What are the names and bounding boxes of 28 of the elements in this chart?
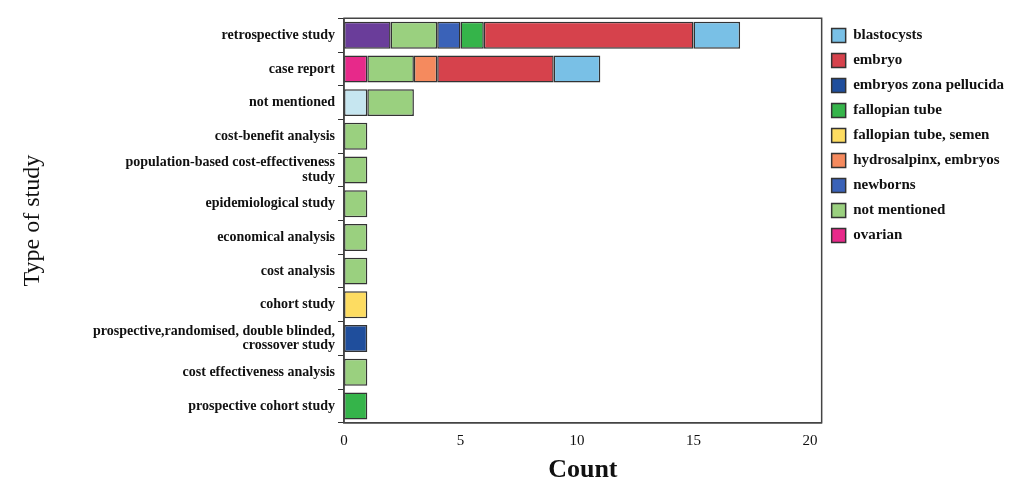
y-tick-label: prospective,randomised, double blinded, crossover study bbox=[92, 322, 335, 353]
y-tick-label: cost effectiveness analysis bbox=[182, 363, 336, 379]
y-tick-label: population-based cost-effectiveness study bbox=[125, 154, 336, 184]
legend-label: embryos zona pellucida bbox=[853, 76, 1005, 93]
y-tick-label: retrospective study bbox=[221, 26, 335, 42]
x-tick-label: 10 bbox=[569, 431, 585, 448]
y-tick-label: cost analysis bbox=[260, 262, 336, 278]
legend-label: ovarian bbox=[853, 226, 903, 243]
legend-label: newborns bbox=[853, 176, 916, 193]
y-tick-label: epidemiological study bbox=[205, 195, 335, 211]
legend-label: blastocysts bbox=[853, 26, 923, 43]
legend-label: fallopian tube, semen bbox=[853, 126, 991, 143]
y-tick-label: case report bbox=[268, 60, 336, 76]
legend-label: hydrosalpinx, embryos bbox=[853, 151, 1000, 168]
y-tick-label: cohort study bbox=[259, 296, 335, 312]
y-tick-label: cost-benefit analysis bbox=[214, 127, 336, 143]
y-tick-label: not mentioned bbox=[249, 94, 336, 110]
y-tick-label: economical analysis bbox=[217, 229, 336, 245]
legend-label: fallopian tube bbox=[853, 101, 943, 118]
y-tick-label: prospective cohort study bbox=[188, 397, 335, 413]
x-tick-label: 15 bbox=[686, 431, 702, 448]
x-tick-label: 20 bbox=[802, 431, 818, 448]
x-tick-label: 5 bbox=[456, 431, 465, 448]
x-tick-label: 0 bbox=[340, 431, 348, 448]
legend-label: not mentioned bbox=[853, 201, 946, 218]
legend-label: embryo bbox=[853, 51, 903, 68]
x-axis-title: Count bbox=[548, 454, 618, 484]
y-axis-title: Type of study bbox=[17, 154, 44, 287]
